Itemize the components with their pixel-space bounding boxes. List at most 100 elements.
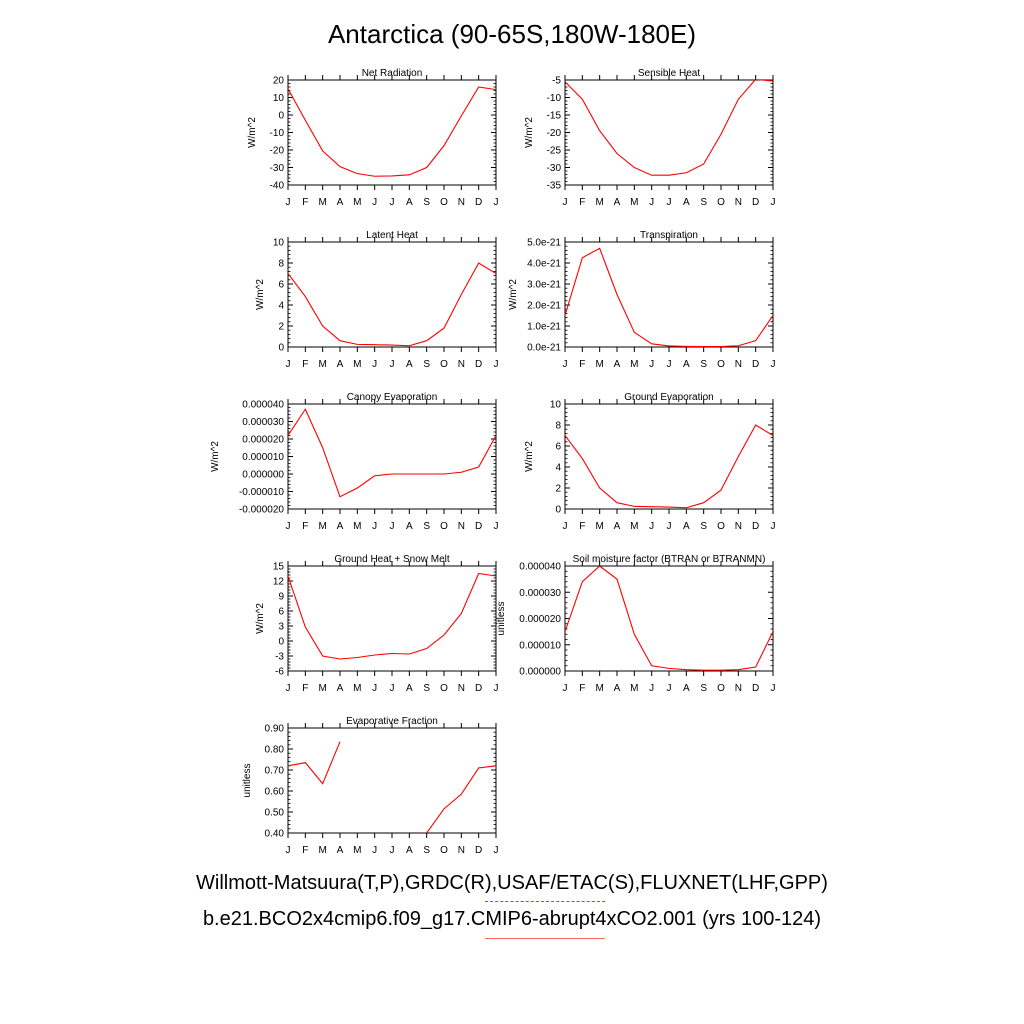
series-line: [565, 80, 773, 176]
x-tick-label: J: [649, 683, 654, 694]
x-tick-label: J: [563, 359, 568, 370]
y-tick-label: 0.000020: [519, 614, 561, 625]
series-line: [565, 424, 773, 509]
x-tick-label: O: [717, 521, 725, 532]
chart-title: Sensible Heat: [638, 68, 700, 79]
x-tick-label: D: [752, 197, 759, 208]
y-tick-label: 0.000040: [242, 400, 284, 411]
x-tick-label: A: [337, 845, 344, 856]
x-tick-label: J: [771, 521, 776, 532]
y-tick-label: -20: [547, 128, 562, 139]
x-tick-label: A: [337, 359, 344, 370]
x-tick-label: J: [667, 359, 672, 370]
y-tick-label: 8: [278, 259, 284, 270]
x-tick-label: S: [700, 359, 707, 370]
y-tick-label: 1.0e-21: [527, 322, 561, 333]
y-tick-label: 0.000040: [519, 562, 561, 573]
y-axis-label: W/m^2: [508, 279, 519, 310]
y-tick-label: -35: [547, 181, 562, 192]
x-tick-label: S: [423, 683, 430, 694]
x-tick-label: N: [735, 683, 742, 694]
y-tick-label: 0.000030: [242, 417, 284, 428]
x-tick-label: J: [286, 197, 291, 208]
chart-panel: Ground Heat + Snow Melt W/m^2 -6 -3 0 3 6 9 12 15…: [255, 554, 499, 694]
y-tick-label: 4.0e-21: [527, 259, 561, 270]
y-tick-label: 5.0e-21: [527, 238, 561, 249]
series-line: [288, 572, 496, 660]
chart-title: Canopy Evaporation: [347, 392, 438, 403]
x-tick-label: D: [475, 197, 482, 208]
x-tick-label: O: [440, 521, 448, 532]
plot-frame: [564, 403, 774, 510]
y-tick-label: -30: [270, 163, 285, 174]
x-tick-label: J: [494, 359, 499, 370]
y-tick-label: 6: [278, 607, 284, 618]
plot-frame: [287, 79, 497, 186]
x-tick-label: F: [579, 521, 585, 532]
y-tick-label: 0.000010: [242, 452, 284, 463]
x-tick-label: J: [390, 359, 395, 370]
y-tick-label: -25: [547, 146, 562, 157]
y-axis-label: unitless: [242, 764, 253, 798]
y-tick-label: 6: [555, 442, 561, 453]
x-tick-label: J: [667, 197, 672, 208]
y-tick-label: 0: [278, 343, 284, 354]
y-tick-label: 3: [278, 622, 284, 633]
x-tick-label: J: [286, 845, 291, 856]
y-tick-label: -6: [275, 667, 284, 678]
y-tick-label: -5: [552, 76, 561, 87]
x-tick-label: N: [735, 359, 742, 370]
y-tick-label: 0.40: [265, 829, 285, 840]
x-tick-label: O: [717, 359, 725, 370]
x-tick-label: M: [595, 359, 603, 370]
x-tick-label: M: [595, 521, 603, 532]
chart-title: Net Radiation: [362, 68, 423, 79]
legend-model-label: b.e21.BCO2x4cmip6.f09_g17.CMIP6-abrupt4x…: [202, 908, 822, 930]
x-tick-label: J: [563, 197, 568, 208]
plot-frame: [287, 403, 497, 510]
y-axis-label: unitless: [496, 602, 507, 636]
x-tick-label: S: [423, 197, 430, 208]
y-tick-label: 2.0e-21: [527, 301, 561, 312]
x-tick-label: A: [406, 521, 413, 532]
x-tick-label: M: [318, 197, 326, 208]
chart-panel: Transpiration W/m^2 0.0e-21 1.0e-21 2.0e-21 3…: [508, 230, 776, 370]
x-tick-label: M: [353, 359, 361, 370]
y-tick-label: 3.0e-21: [527, 280, 561, 291]
x-tick-label: N: [735, 521, 742, 532]
legend-obs-swatch: [485, 901, 605, 902]
x-tick-label: D: [475, 683, 482, 694]
series-line: [426, 765, 496, 833]
y-tick-label: -10: [270, 128, 285, 139]
x-tick-label: D: [752, 359, 759, 370]
chart-panel: Soil moisture factor (BTRAN or BTRANMN) u…: [496, 554, 776, 694]
y-tick-label: 4: [278, 301, 284, 312]
x-tick-label: A: [683, 359, 690, 370]
x-tick-label: J: [563, 521, 568, 532]
x-tick-label: A: [683, 197, 690, 208]
y-tick-label: -0.000020: [239, 505, 284, 516]
x-tick-label: J: [372, 521, 377, 532]
y-tick-label: 0.60: [265, 787, 285, 798]
y-tick-label: -10: [547, 93, 562, 104]
y-tick-label: 2: [278, 322, 284, 333]
chart-title: Ground Heat + Snow Melt: [334, 554, 450, 565]
y-axis-label: W/m^2: [524, 441, 535, 472]
y-tick-label: 0.80: [265, 745, 285, 756]
x-tick-label: J: [286, 359, 291, 370]
x-tick-label: J: [649, 197, 654, 208]
y-tick-label: 0: [278, 111, 284, 122]
y-tick-label: 0.000030: [519, 588, 561, 599]
x-tick-label: J: [390, 521, 395, 532]
x-tick-label: N: [458, 359, 465, 370]
x-tick-label: O: [440, 683, 448, 694]
x-tick-label: A: [406, 683, 413, 694]
y-tick-label: 0.70: [265, 766, 285, 777]
plot-frame: [564, 241, 774, 348]
x-tick-label: J: [372, 683, 377, 694]
x-tick-label: J: [771, 197, 776, 208]
y-tick-label: 15: [273, 562, 285, 573]
